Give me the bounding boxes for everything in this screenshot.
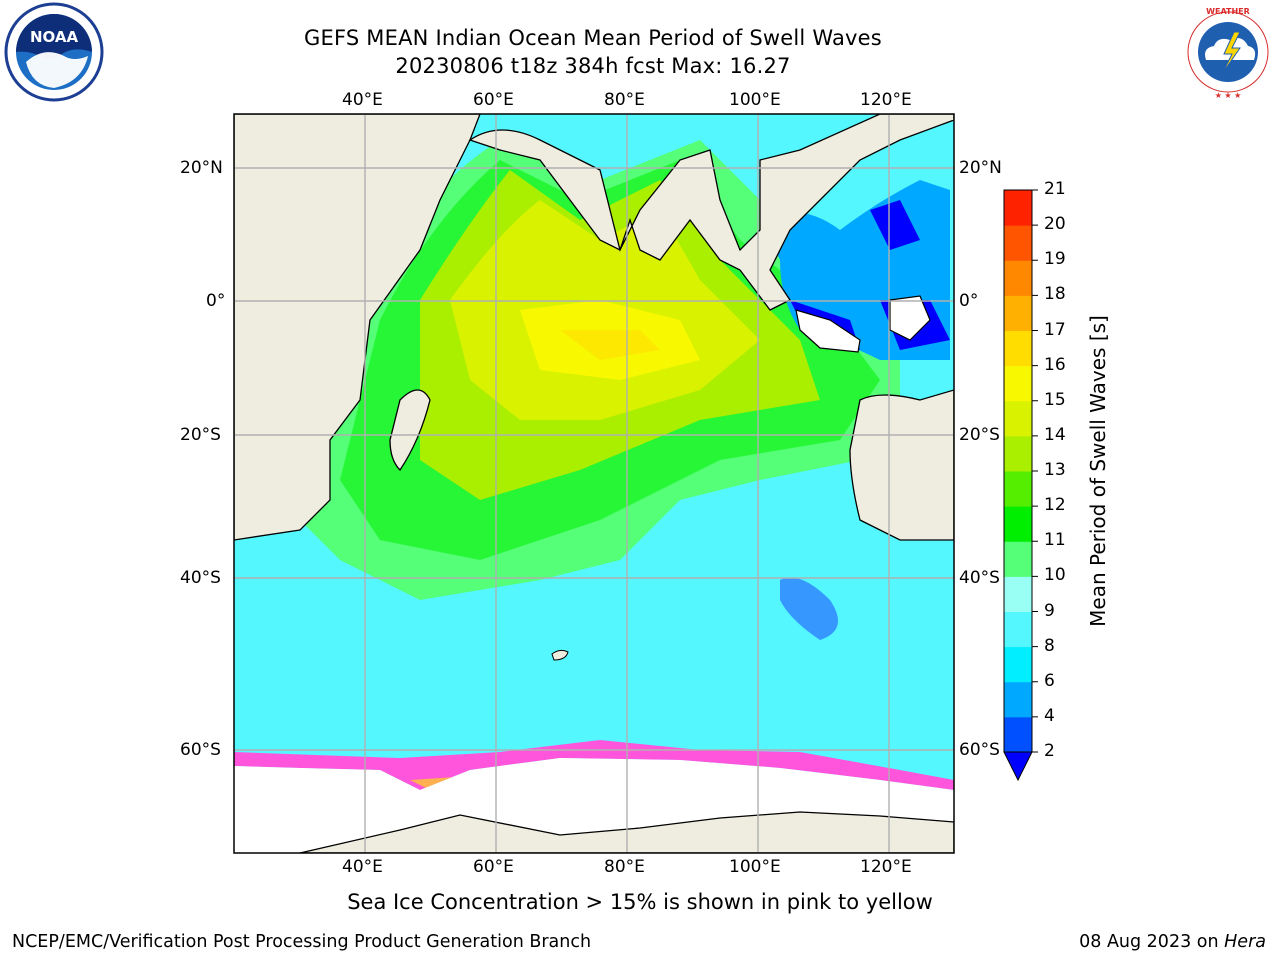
footer-branch: NCEP/EMC/Verification Post Processing Pr… [12,932,592,952]
colorbar-tick-label: 20 [1044,214,1066,235]
lat-label-right: 0° [959,291,979,311]
colorbar-tick-label: 11 [1044,530,1066,551]
lon-label-top: 80°E [604,90,645,110]
kerguelen-island [551,649,569,661]
lon-label-top: 100°E [729,90,781,110]
colorbar-segment [1004,471,1032,507]
colorbar-segment [1004,435,1032,472]
colorbar-segment [1004,260,1032,296]
sea-ice-caption: Sea Ice Concentration > 15% is shown in … [347,890,933,914]
footer-machine: Hera [1224,932,1266,952]
sea-ice-edge [234,740,954,790]
colorbar-tick-label: 4 [1044,705,1055,726]
lon-label-top: 60°E [473,90,514,110]
colorbar-segment [1004,541,1032,577]
footer-date: 08 Aug 2023 on Hera [1079,932,1266,952]
map-subtitle: 20230806 t18z 384h fcst Max: 16.27 [395,54,791,78]
lat-label-left: 20°N [180,158,223,178]
lon-label-bottom: 120°E [860,857,912,877]
lat-label-left: 20°S [180,425,221,445]
lat-label-left: 0° [206,291,226,311]
colorbar-tick-label: 17 [1044,319,1066,340]
colorbar-segment [1004,400,1032,437]
colorbar-tick-label: 2 [1044,741,1055,761]
colorbar-title: Mean Period of Swell Waves [s] [1086,315,1110,627]
colorbar-segment [1004,646,1032,683]
java-island [795,309,861,353]
lat-label-left: 60°S [180,740,221,760]
svg-text:WEATHER: WEATHER [1206,7,1250,16]
madagascar-land [389,389,431,472]
colorbar-tick-label: 16 [1044,354,1066,375]
lat-label-left: 40°S [180,568,221,588]
footer-date-text: 08 Aug 2023 on [1079,932,1225,952]
australia-land [849,389,954,541]
lon-label-top: 40°E [342,90,383,110]
lat-label-right: 20°N [959,158,1002,178]
colorbar-segment [1004,611,1032,648]
svg-text:★ ★ ★: ★ ★ ★ [1215,91,1242,100]
colorbar-segment [1004,190,1032,226]
colorbar-extend-arrow [1003,751,1033,782]
svg-text:NOAA: NOAA [30,28,79,46]
colorbar-segment [1004,576,1032,612]
colorbar-segment [1004,330,1032,367]
colorbar-tick-label: 12 [1044,495,1066,516]
nws-logo: WEATHER ★ ★ ★ [1180,4,1276,100]
noaa-logo: NOAA [4,2,104,102]
colorbar-tick-label: 8 [1044,635,1055,656]
colorbar-tick-label: 19 [1044,249,1066,270]
lon-label-bottom: 60°E [473,857,514,877]
lat-label-right: 20°S [959,425,1000,445]
colorbar [1003,189,1038,782]
lat-label-right: 60°S [959,740,1000,760]
colorbar-segment [1004,295,1032,331]
borneo-sulawesi [889,295,931,341]
colorbar-segment [1004,506,1032,542]
colorbar-segment [1004,716,1032,753]
map-title: GEFS MEAN Indian Ocean Mean Period of Sw… [304,26,882,50]
graticule [234,114,954,853]
swell-patch-kerguelen-east [780,577,838,640]
colorbar-tick-label: 13 [1044,460,1066,480]
colorbar-tick-label: 14 [1044,424,1066,445]
lon-label-bottom: 80°E [604,857,645,877]
colorbar-tick-label: 18 [1044,284,1066,305]
colorbar-segment [1004,681,1032,718]
lon-label-bottom: 100°E [729,857,781,877]
colorbar-tick-label: 10 [1044,565,1066,586]
lon-label-bottom: 40°E [342,857,383,877]
swell-band-15-16 [560,330,660,360]
colorbar-tick-label: 6 [1044,670,1055,691]
lat-label-right: 40°S [959,568,1000,588]
map-field [234,114,954,853]
colorbar-tick-label: 15 [1044,389,1066,410]
lon-label-top: 120°E [860,90,912,110]
colorbar-tick-label: 9 [1044,600,1055,621]
colorbar-segment [1004,225,1032,261]
colorbar-tick-label: 21 [1044,179,1066,199]
india-indochina-land [468,114,954,311]
swell-band-2-4-b [870,200,920,250]
map-frame [233,113,955,854]
colorbar-segment [1004,365,1032,402]
